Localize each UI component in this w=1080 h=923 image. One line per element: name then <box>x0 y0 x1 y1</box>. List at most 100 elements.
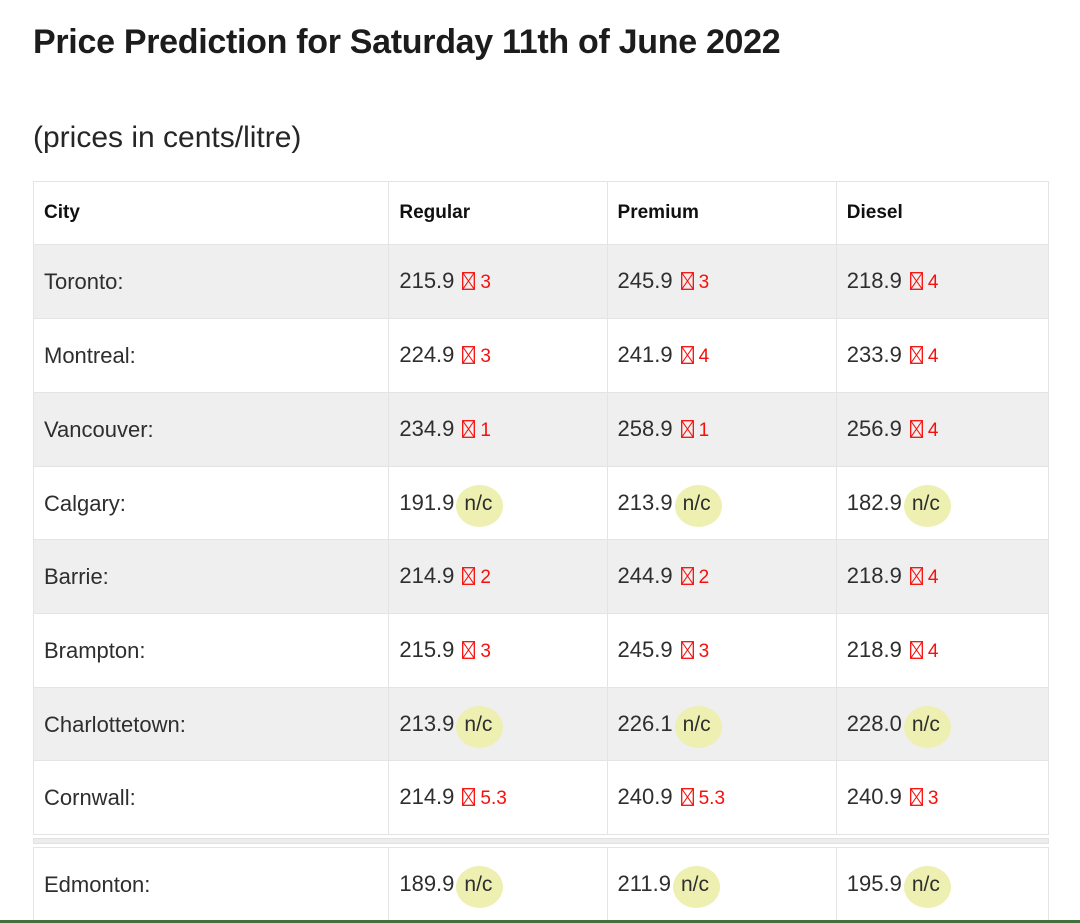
price-value: 213.9 <box>399 711 455 736</box>
price-cell: 213.9 n/c <box>388 687 608 761</box>
missing-glyph-change-icon <box>680 788 694 806</box>
no-change-badge: n/c <box>903 706 951 748</box>
price-prediction-table-continued: Edmonton: 189.9 n/c 211.9 n/c 195.9 n/c <box>32 847 1050 921</box>
price-cell: 195.9 n/c <box>835 847 1050 921</box>
table-row: Charlottetown: 213.9 n/c 226.1 n/c 228.0 n/c <box>32 687 1050 761</box>
price-change-value: 4 <box>927 272 939 293</box>
page-subtitle: (prices in cents/litre) <box>33 121 302 154</box>
price-change-value: 3 <box>480 641 491 662</box>
price-value: 228.0 <box>846 711 902 736</box>
price-value: 241.9 <box>617 342 673 367</box>
missing-glyph-change-icon <box>462 567 476 585</box>
price-value: 226.1 <box>617 711 673 736</box>
missing-glyph-change-icon <box>909 641 923 659</box>
no-change-badge: n/c <box>903 485 951 527</box>
price-cell: 214.9 2 <box>388 539 608 614</box>
page-content: Price Prediction for Saturday 11th of Ju… <box>0 22 1080 921</box>
missing-glyph-change-icon <box>462 272 476 290</box>
price-change-value: 3 <box>927 788 939 809</box>
price-change-badge: 4 <box>909 342 939 367</box>
price-cell: 224.9 3 <box>388 318 608 393</box>
price-change-badge: 1 <box>680 416 710 441</box>
price-change-badge: 3 <box>462 268 491 293</box>
price-change-value: 3 <box>698 641 710 662</box>
price-change-badge: 5.3 <box>462 784 507 809</box>
price-change-value: 2 <box>480 567 491 588</box>
missing-glyph-change-icon <box>680 567 694 585</box>
missing-glyph-change-icon <box>680 420 694 438</box>
price-change-badge: 4 <box>909 563 938 588</box>
price-cell: 256.9 4 <box>835 392 1050 467</box>
price-cell: 234.9 1 <box>388 392 608 467</box>
price-value: 195.9 <box>846 871 902 896</box>
price-value: 218.9 <box>846 268 902 293</box>
column-header-premium: Premium <box>606 181 837 245</box>
table-row: Montreal: 224.9 3 241.9 4 233.9 4 <box>32 318 1050 393</box>
price-change-value: 1 <box>698 420 710 441</box>
price-value: 182.9 <box>846 490 902 515</box>
price-change-value: 3 <box>480 346 491 367</box>
price-cell: 182.9 n/c <box>835 466 1050 540</box>
price-change-badge: 1 <box>462 416 491 441</box>
table-row: Barrie: 214.9 2 244.9 2 218.9 4 <box>32 539 1050 614</box>
price-value: 244.9 <box>617 563 673 588</box>
price-cell: 244.9 2 <box>606 539 837 614</box>
city-cell: Barrie: <box>32 539 390 614</box>
table-row: Brampton: 215.9 3 245.9 3 218.9 4 <box>32 613 1050 688</box>
no-change-badge: n/c <box>674 706 722 748</box>
price-change-badge: 4 <box>909 637 938 662</box>
price-value: 240.9 <box>846 784 902 809</box>
table-row: Toronto: 215.9 3 245.9 3 218.9 4 <box>32 244 1050 319</box>
city-cell: Brampton: <box>32 613 390 688</box>
price-change-badge: 3 <box>680 637 710 662</box>
missing-glyph-change-icon <box>909 420 923 438</box>
table-section-divider <box>33 838 1049 844</box>
column-header-city: City <box>32 181 390 245</box>
column-header-diesel: Diesel <box>835 181 1050 245</box>
missing-glyph-change-icon <box>462 641 476 659</box>
price-prediction-table: City Regular Premium Diesel Toronto: 215.9 3 2… <box>32 181 1050 835</box>
price-cell: 218.9 4 <box>835 244 1050 319</box>
missing-glyph-change-icon <box>462 346 476 364</box>
price-change-badge: 2 <box>462 563 491 588</box>
price-change-badge: 4 <box>909 416 939 441</box>
price-change-badge: 5.3 <box>680 784 725 809</box>
missing-glyph-change-icon <box>680 272 694 290</box>
city-cell: Calgary: <box>32 466 390 540</box>
price-cell: 211.9 n/c <box>606 847 837 921</box>
price-cell: 191.9 n/c <box>388 466 608 540</box>
no-change-badge: n/c <box>903 866 951 908</box>
table-row: Vancouver: 234.9 1 258.9 1 256.9 4 <box>32 392 1050 467</box>
price-change-value: 4 <box>927 420 939 441</box>
price-cell: 245.9 3 <box>606 613 837 688</box>
price-change-badge: 4 <box>909 268 939 293</box>
city-cell: Edmonton: <box>32 847 390 921</box>
missing-glyph-change-icon <box>680 346 694 364</box>
price-cell: 214.9 5.3 <box>388 760 608 835</box>
price-change-badge: 3 <box>462 637 491 662</box>
no-change-badge: n/c <box>674 485 722 527</box>
price-change-badge: 3 <box>909 784 939 809</box>
missing-glyph-change-icon <box>909 788 923 806</box>
city-cell: Charlottetown: <box>32 687 390 761</box>
price-cell: 215.9 3 <box>388 613 608 688</box>
missing-glyph-change-icon <box>462 420 476 438</box>
price-value: 256.9 <box>846 416 902 441</box>
price-value: 213.9 <box>617 490 673 515</box>
price-change-value: 3 <box>698 272 710 293</box>
price-cell: 258.9 1 <box>606 392 837 467</box>
missing-glyph-change-icon <box>909 567 923 585</box>
price-value: 245.9 <box>617 268 673 293</box>
price-value: 218.9 <box>846 637 902 662</box>
price-change-value: 1 <box>480 420 491 441</box>
price-value: 214.9 <box>399 563 455 588</box>
table-row: Edmonton: 189.9 n/c 211.9 n/c 195.9 n/c <box>32 847 1050 921</box>
price-cell: 245.9 3 <box>606 244 837 319</box>
missing-glyph-change-icon <box>680 641 694 659</box>
price-value: 215.9 <box>399 637 455 662</box>
price-change-value: 2 <box>698 567 710 588</box>
price-cell: 233.9 4 <box>835 318 1050 393</box>
city-cell: Cornwall: <box>32 760 390 835</box>
price-change-value: 4 <box>927 346 939 367</box>
no-change-badge: n/c <box>672 866 720 908</box>
